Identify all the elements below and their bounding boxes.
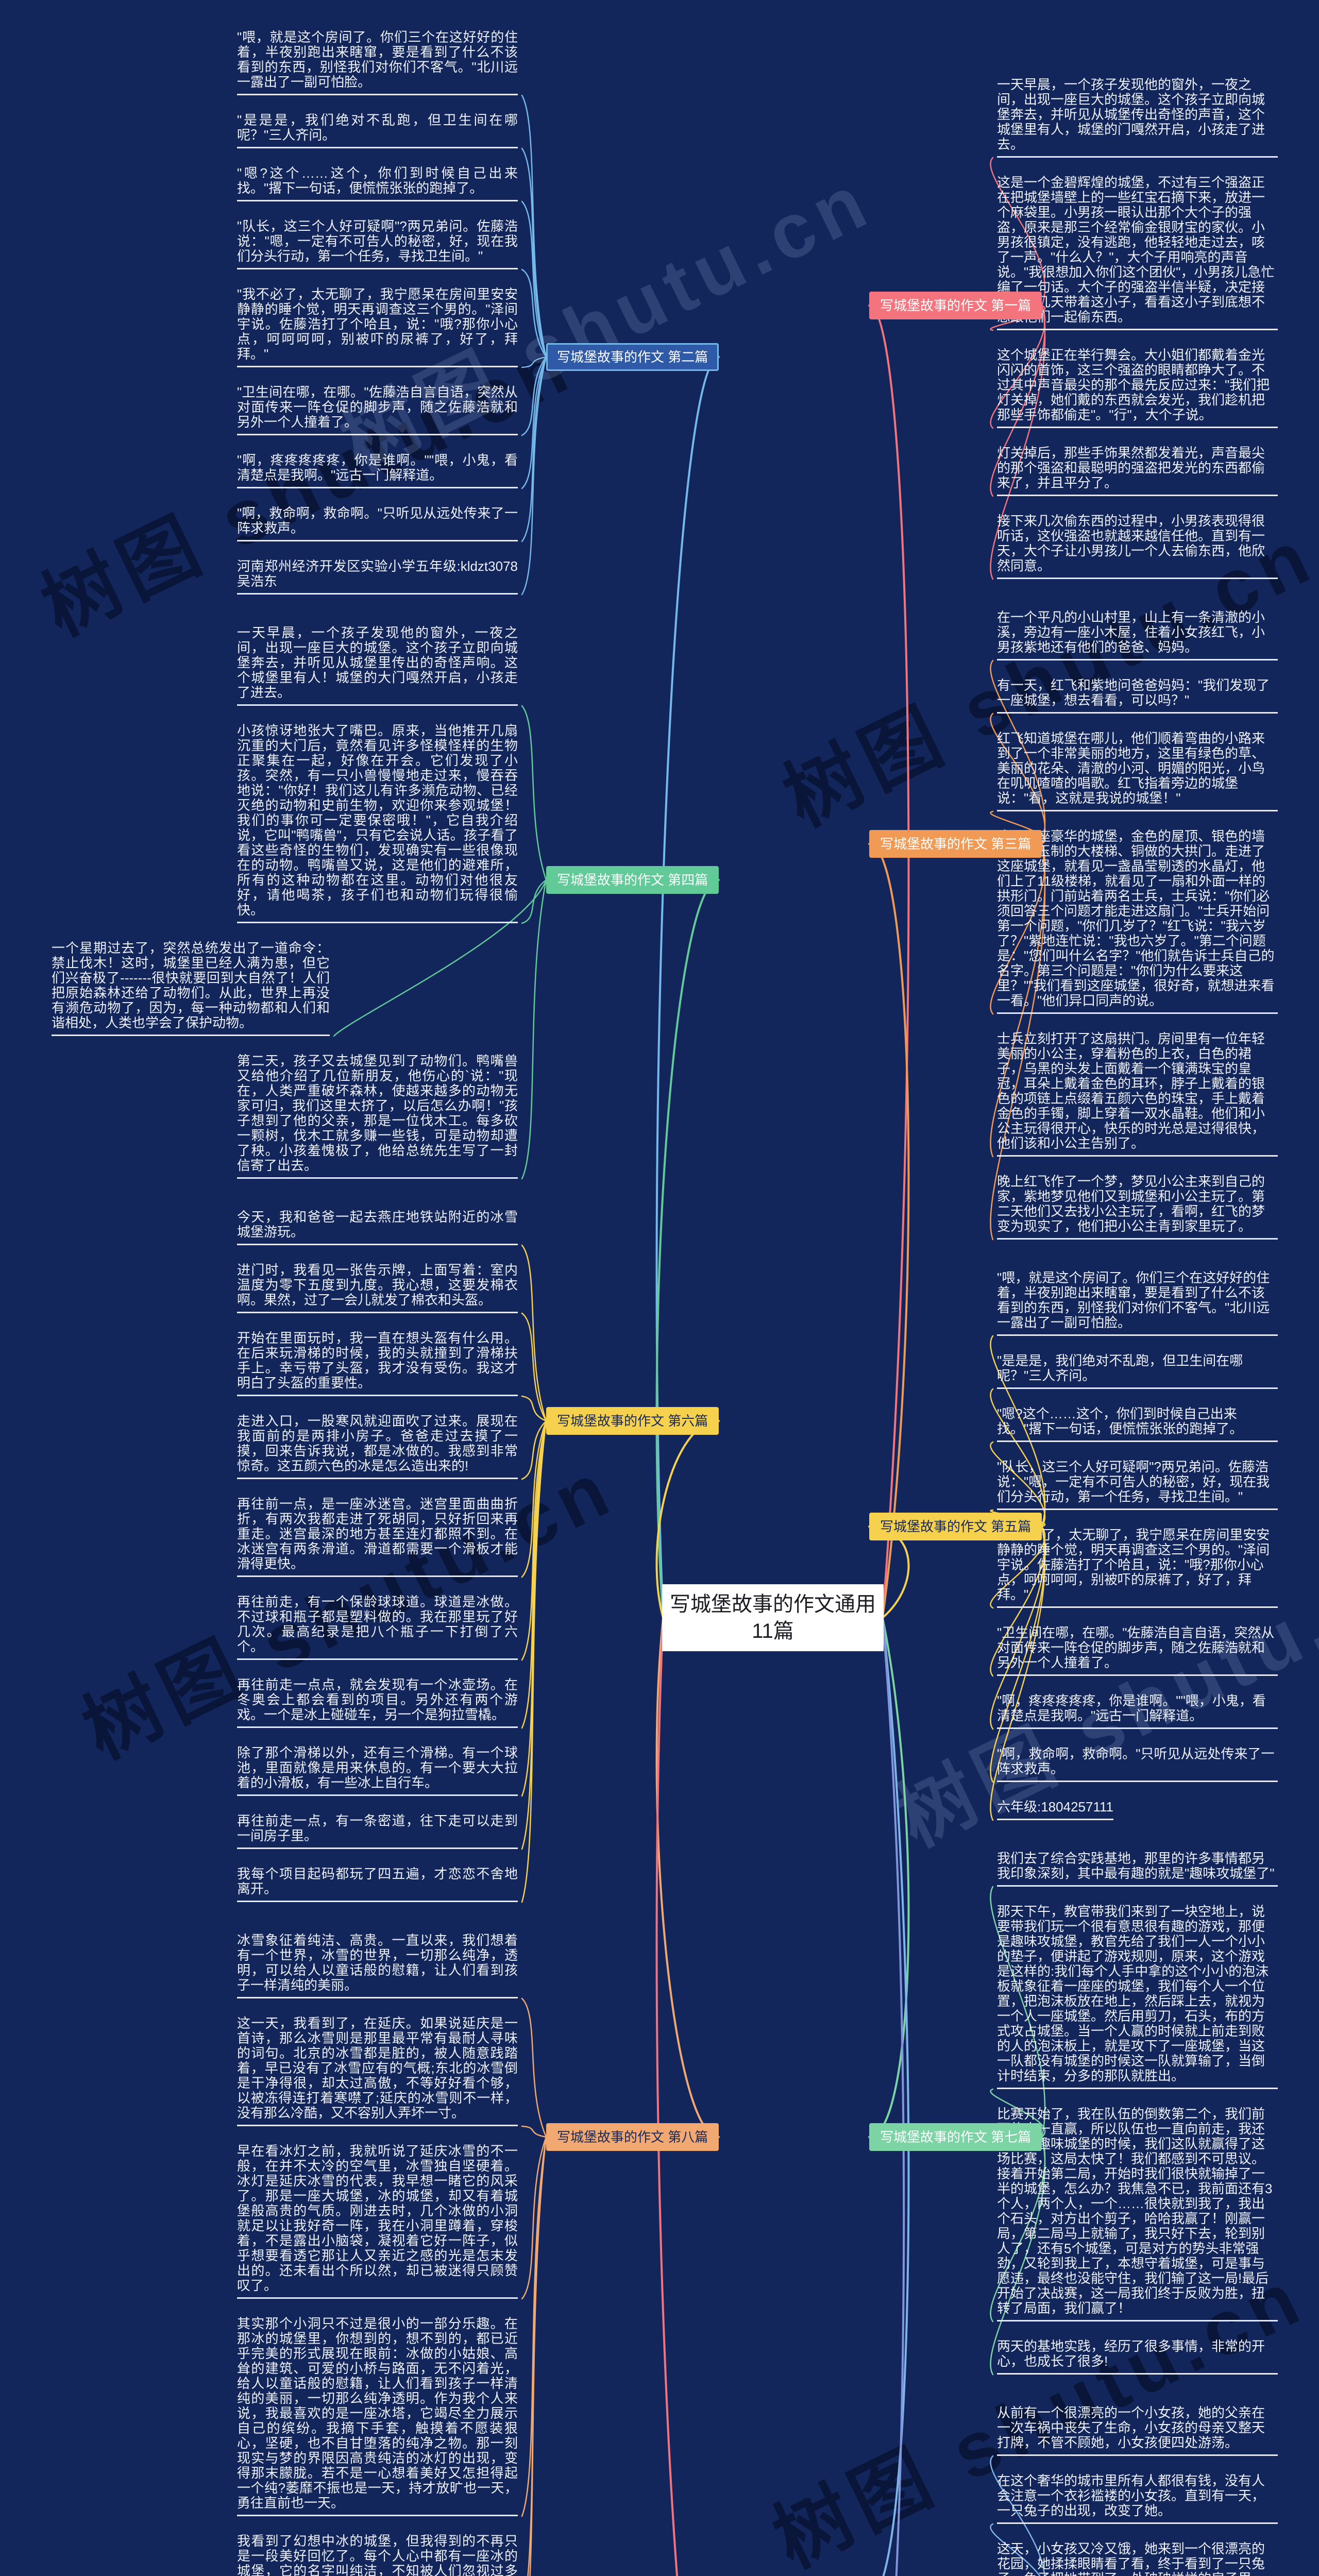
mindmap-node: 灯关掉后，那些手饰果然都发着光，声音最尖的那个强盗和最聪明的强盗把发光的东西都偷… [997,446,1278,496]
mindmap-node: 从前有一个很漂亮的一个小女孩，她的父亲在一次车祸中丧失了生命，小女孩的母亲又整天… [997,2405,1278,2456]
mindmap-node: "嗯?这个……这个，你们到时候自己出来找。"撂下一句话，便慌慌张张的跑掉了。 [237,166,518,201]
mindmap-node: "啊，疼疼疼疼疼，你是谁啊。""喂，小鬼，看清楚点是我啊。"远古一门解释道。 [997,1693,1278,1729]
mindmap-node: 那天下午，教官带我们来到了一块空地上，说要带我们玩一个很有意思很有趣的游戏，那便… [997,1904,1278,2089]
mindmap-node: "是是是，我们绝对不乱跑，但卫生间在哪呢？"三人齐问。 [237,113,518,148]
branch-label: 写城堡故事的作文 第一篇 [869,292,1042,319]
mindmap-node: "队长，这三个人好可疑啊"?两兄弟问。佐藤浩说："嗯，一定有不可告人的秘密，好，… [237,219,518,269]
mindmap-node: 在这个奢华的城市里所有人都很有钱，没有人会注意一个衣衫褴褛的小女孩。直到有一天，… [997,2473,1278,2524]
mindmap-node: "啊，救命啊，救命啊。"只听见从远处传来了一阵求救声。 [237,506,518,541]
mindmap-node: "队长，这三个人好可疑啊"?两兄弟问。佐藤浩说："嗯，一定有不可告人的秘密，好，… [997,1460,1278,1510]
mindmap-node: "我不必了，太无聊了，我宁愿呆在房间里安安静静的睡个觉，明天再调查这三个男的。"… [997,1528,1278,1608]
mindmap-node: 我看到了幻想中冰的城堡，但我得到的不再只是一段美好回忆了。每个人心中都有一座冰的… [237,2534,518,2576]
branch-label: 写城堡故事的作文 第四篇 [546,866,719,894]
mindmap-node: 冰雪象征着纯洁、高贵。一直以来，我们想着有一个世界，冰雪的世界，一切那么纯净，透… [237,1933,518,1998]
mindmap-node: "喂，就是这个房间了。你们三个在这好好的住着，半夜别跑出来瞎窜，要是看到了什么不… [997,1270,1278,1336]
mindmap-node: 这天，小女孩又冷又饿，她来到一个很漂亮的花园，她揉揉眼睛看了看，终于看到了一只兔… [997,2541,1278,2576]
branch-label: 写城堡故事的作文 第三篇 [869,830,1042,858]
mindmap-node: 再往前一点，是一座冰迷宫。迷宫里面曲曲折折，有两次我都走进了死胡同，只好折回来再… [237,1497,518,1577]
mindmap-node: 我们去了综合实践基地，那里的许多事情都另我印象深刻，其中最有趣的就是"趣味攻城堡… [997,1851,1278,1887]
mindmap-node: 在一个平凡的小山村里，山上有一条清澈的小溪，旁边有一座小木屋，住着小女孩红飞，小… [997,610,1278,660]
branch-label: 写城堡故事的作文 第二篇 [546,343,719,371]
mindmap-node: 有一天，红飞和紫地问爸爸妈妈："我们发现了一座城堡，想去看看，可以吗？" [997,678,1278,714]
mindmap-node: 晚上红飞作了一个梦，梦见小公主来到自己的家，紫地梦见他们又到城堡和小公主玩了。第… [997,1174,1278,1240]
mindmap-node: "啊，救命啊，救命啊。"只听见从远处传来了一阵求救声。 [997,1747,1278,1782]
branch-label: 写城堡故事的作文 第六篇 [546,1407,719,1435]
mindmap-node: "卫生间在哪，在哪。"佐藤浩自言自语，突然从对面传来一阵仓促的脚步声，随之佐藤浩… [997,1625,1278,1676]
mindmap-node: 除了那个滑梯以外，还有三个滑梯。有一个球池，里面就像是用来休息的。有一个要大大拉… [237,1745,518,1796]
mindmap-node: 走进入口，一股寒风就迎面吹了过来。展现在我面前的是两排小房子。爸爸走过去摸了一摸… [237,1414,518,1479]
mindmap-node: 六年级:1804257111 [997,1800,1113,1820]
mindmap-node: 这是一个金碧辉煌的城堡，不过有三个强盗正在把城堡墙壁上的一些红宝石摘下来，放进一… [997,175,1278,330]
mindmap-node: 我每个项目起码都玩了四五遍，才恋恋不舍地离开。 [237,1867,518,1902]
mindmap-node: "喂，就是这个房间了。你们三个在这好好的住着，半夜别跑出来瞎窜，要是看到了什么不… [237,30,518,95]
mindmap-node: 早在看冰灯之前，我就听说了延庆冰雪的不一般，在并不太冷的空气里，冰雪独自坚硬着。… [237,2144,518,2299]
mindmap-node: 这一天，我看到了，在延庆。如果说延庆是一首诗，那么冰雪则是那里最平常有最耐人寻味… [237,2016,518,2126]
central-topic: 写城堡故事的作文通用11篇 [662,1584,884,1651]
mindmap-node: 再往前走一点点，就会发现有一个冰壶场。在冬奥会上都会看到的项目。另外还有两个游戏… [237,1677,518,1728]
branch-label: 写城堡故事的作文 第八篇 [546,2123,719,2151]
branch-label: 写城堡故事的作文 第五篇 [869,1513,1042,1540]
mindmap-node: "卫生间在哪，在哪。"佐藤浩自言自语，突然从对面传来一阵仓促的脚步声，随之佐藤浩… [237,385,518,435]
mindmap-node: 小孩惊讶地张大了嘴巴。原来，当他推开几扇沉重的大门后，竟然看见许多怪模怪样的生物… [237,723,518,923]
mindmap-node: 第二天，孩子又去城堡见到了动物们。鸭嘴兽又给他介绍了几位新朋友，他伤心的`说："… [237,1054,518,1179]
mindmap-node: 一天早晨，一个孩子发现他的窗外，一夜之间，出现一座巨大的城堡。这个孩子立即向城堡… [237,625,518,706]
mindmap-node: 一个星期过去了，突然总统发出了一道命令：禁止伐木！这时，城堡里已经人满为患，但它… [52,941,330,1036]
mindmap-node: 开始在里面玩时，我一直在想头盔有什么用。在后来玩滑梯的时候，我的头就撞到了滑梯扶… [237,1331,518,1396]
mindmap-node: 两天的基地实践，经历了很多事情，非常的开心，也成长了很多! [997,2339,1278,2375]
mindmap-node: 接下来几次偷东西的过程中，小男孩表现得很听话，这伙强盗也就越来越信任他。直到有一… [997,514,1278,579]
mindmap-node: 今天，我和爸爸一起去燕庄地铁站附近的冰雪城堡游玩。 [237,1210,518,1245]
mindmap-node: 河南郑州经济开发区实验小学五年级:kldzt3078吴浩东 [237,559,518,595]
mindmap-node: 红飞知道城堡在哪儿，他们顺着弯曲的小路来到了一个非常美丽的地方，这里有绿色的草、… [997,731,1278,811]
mindmap-node: 其实那个小洞只不过是很小的一部分乐趣。在那冰的城堡里，你想到的，想不到的，都已近… [237,2316,518,2516]
mindmap-node: "啊，疼疼疼疼疼，你是谁啊。""喂，小鬼，看清楚点是我啊。"远古一门解释道。 [237,453,518,488]
mindmap-node: 再往前走一点，有一条密道，往下走可以走到一间房子里。 [237,1814,518,1849]
mindmap-node: 这个城堡正在举行舞会。大小姐们都戴着金光闪闪的首饰，这三个强盗的眼睛都睁大了。不… [997,348,1278,428]
mindmap-node: 再往前走，有一个保龄球球道。球道是冰做。不过球和瓶子都是塑料做的。我在那里玩了好… [237,1595,518,1660]
branch-label: 写城堡故事的作文 第七篇 [869,2123,1042,2151]
mindmap-node: 士兵立刻打开了这扇拱门。房间里有一位年轻美丽的小公主，穿着粉色的上衣，白色的裙子… [997,1031,1278,1157]
mindmap-node: 一天早晨，一个孩子发现他的窗外，一夜之间，出现一座巨大的城堡。这个孩子立即向城堡… [997,77,1278,158]
mindmap-node: "嗯?这个……这个，你们到时候自己出来找。"撂下一句话，便慌慌张张的跑掉了。 [997,1406,1278,1442]
mindmap-node: "是是是，我们绝对不乱跑，但卫生间在哪呢？"三人齐问。 [997,1353,1278,1389]
central-topic-text: 写城堡故事的作文通用11篇 [670,1593,876,1642]
mindmap-node: "我不必了，太无聊了，我宁愿呆在房间里安安静静的睡个觉，明天再调查这三个男的。"… [237,287,518,367]
mindmap-node: 进门时，我看见一张告示牌，上面写着：室内温度为零下五度到九度。我心想，这要发棉衣… [237,1263,518,1313]
